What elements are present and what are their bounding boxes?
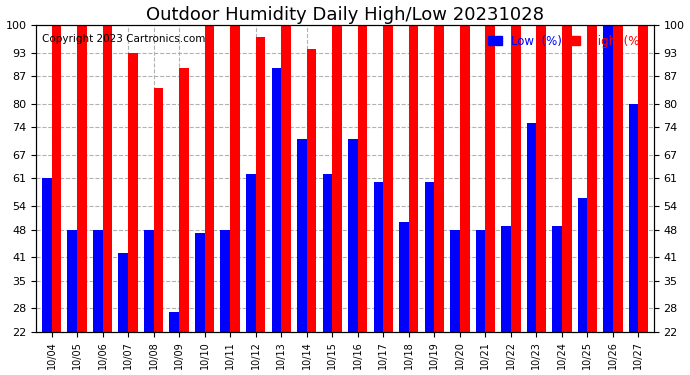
Bar bbox=[42, 178, 52, 332]
Bar bbox=[297, 139, 307, 332]
Bar bbox=[373, 182, 383, 332]
Bar bbox=[526, 123, 536, 332]
Bar bbox=[348, 139, 357, 332]
Bar bbox=[501, 226, 511, 332]
Bar bbox=[511, 25, 520, 332]
Bar bbox=[272, 68, 282, 332]
Bar bbox=[282, 25, 291, 332]
Bar bbox=[552, 226, 562, 332]
Bar bbox=[475, 230, 485, 332]
Bar bbox=[246, 174, 256, 332]
Bar bbox=[562, 25, 571, 332]
Bar bbox=[485, 25, 495, 332]
Bar bbox=[424, 182, 434, 332]
Bar bbox=[170, 312, 179, 332]
Bar bbox=[230, 25, 240, 332]
Bar bbox=[52, 25, 61, 332]
Bar bbox=[399, 222, 408, 332]
Bar bbox=[307, 49, 317, 332]
Bar bbox=[68, 230, 77, 332]
Bar bbox=[613, 25, 622, 332]
Bar bbox=[195, 234, 205, 332]
Bar bbox=[77, 25, 87, 332]
Bar bbox=[103, 25, 112, 332]
Bar bbox=[408, 25, 418, 332]
Bar bbox=[603, 25, 613, 332]
Bar bbox=[128, 53, 138, 332]
Bar bbox=[119, 253, 128, 332]
Bar bbox=[256, 37, 266, 332]
Bar bbox=[154, 88, 164, 332]
Bar bbox=[434, 25, 444, 332]
Bar bbox=[333, 25, 342, 332]
Bar bbox=[144, 230, 154, 332]
Bar bbox=[322, 174, 333, 332]
Bar bbox=[205, 25, 215, 332]
Text: Copyright 2023 Cartronics.com: Copyright 2023 Cartronics.com bbox=[43, 34, 206, 44]
Bar bbox=[450, 230, 460, 332]
Bar bbox=[638, 25, 648, 332]
Bar bbox=[383, 25, 393, 332]
Bar bbox=[536, 25, 546, 332]
Legend: Low  (%), High  (%): Low (%), High (%) bbox=[484, 31, 648, 51]
Bar bbox=[357, 25, 368, 332]
Bar bbox=[587, 25, 597, 332]
Bar bbox=[578, 198, 587, 332]
Title: Outdoor Humidity Daily High/Low 20231028: Outdoor Humidity Daily High/Low 20231028 bbox=[146, 6, 544, 24]
Bar bbox=[93, 230, 103, 332]
Bar bbox=[460, 25, 469, 332]
Bar bbox=[179, 68, 189, 332]
Bar bbox=[629, 104, 638, 332]
Bar bbox=[221, 230, 230, 332]
